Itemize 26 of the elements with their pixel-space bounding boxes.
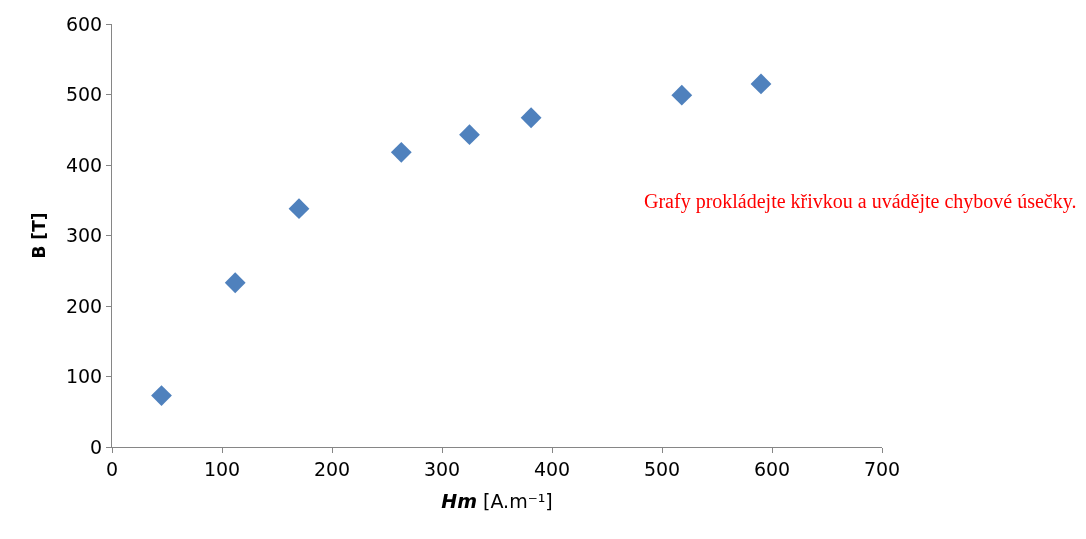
x-tick-label: 100 <box>203 457 241 480</box>
y-tick-label: 300 <box>65 224 103 247</box>
point <box>520 107 542 129</box>
y-tick-label: 500 <box>65 83 103 106</box>
y-axis-title: B [T] <box>29 212 50 259</box>
x-tick-label: 400 <box>533 457 571 480</box>
point <box>671 84 693 106</box>
point <box>459 124 480 146</box>
x-tick-label: 200 <box>313 457 351 480</box>
point <box>288 198 310 220</box>
point <box>390 141 412 163</box>
y-tick-label: 100 <box>65 365 103 388</box>
x-tick-label: 700 <box>863 457 901 480</box>
y-tick-label: 600 <box>65 12 103 35</box>
x-axis-title: Hm [A.m⁻¹] <box>441 489 553 512</box>
y-tick-label: 400 <box>65 153 103 176</box>
y-tick-label: 200 <box>65 294 103 317</box>
y-tick-label: 0 <box>90 435 103 458</box>
point <box>151 385 172 406</box>
point <box>224 272 246 294</box>
x-tick-label: 0 <box>105 457 119 480</box>
x-tick-label: 500 <box>643 457 681 480</box>
x-tick-label: 600 <box>753 457 791 480</box>
point <box>750 73 772 95</box>
annotation: Grafy prokládejte křivkou a uvádějte chybové úsečky. <box>644 190 1077 213</box>
x-tick-label: 300 <box>423 457 461 480</box>
